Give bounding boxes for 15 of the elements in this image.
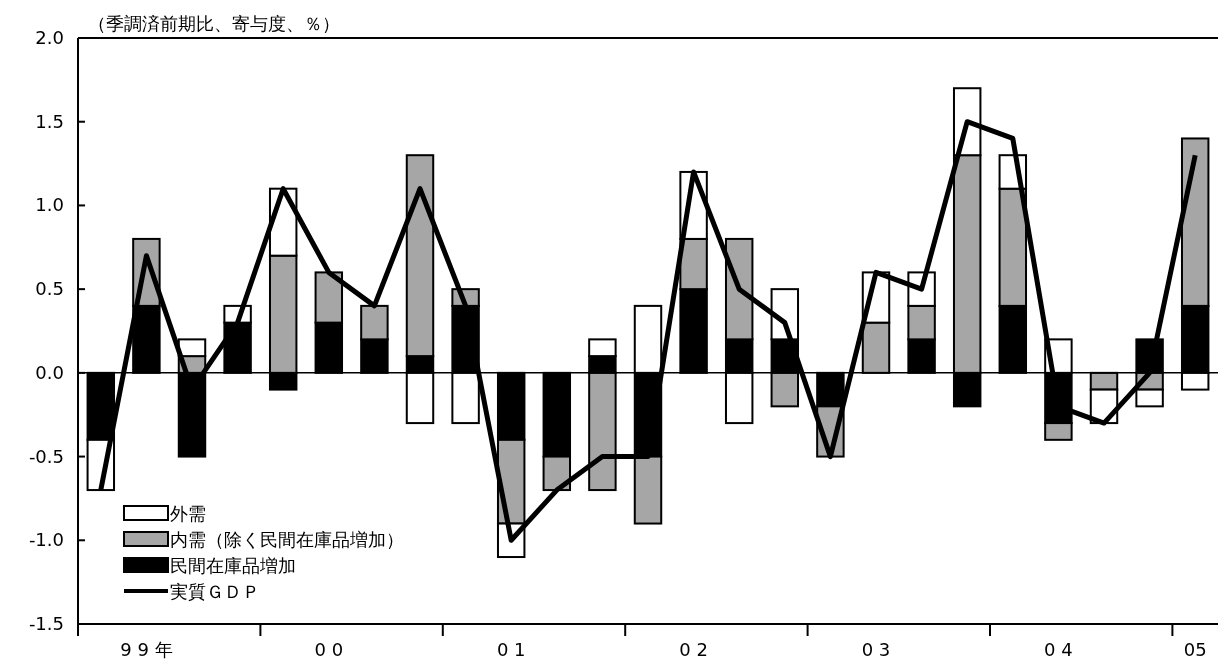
bar xyxy=(177,371,207,458)
ylabel: （季調済前期比、寄与度、％） xyxy=(88,13,340,34)
bar xyxy=(770,371,800,408)
bar xyxy=(268,371,298,391)
bar xyxy=(588,371,617,492)
bar xyxy=(1180,371,1210,391)
legend-label: 内需（除く民間在庫品増加） xyxy=(170,529,404,550)
bar xyxy=(952,371,982,408)
legend-label: 外需 xyxy=(170,503,206,524)
bar xyxy=(633,304,663,374)
legend-label: 民間在庫品増加 xyxy=(170,555,296,576)
legend-label: 実質ＧＤＰ xyxy=(170,581,260,602)
bar xyxy=(724,371,754,425)
bar xyxy=(451,371,480,425)
bar xyxy=(405,371,435,425)
